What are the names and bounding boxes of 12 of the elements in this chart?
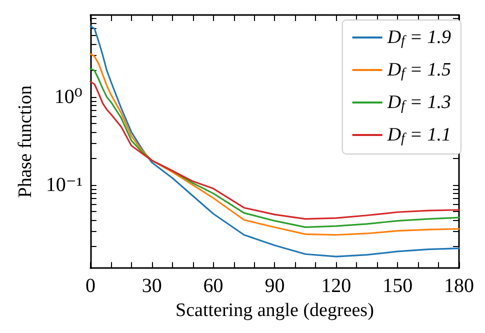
x-tick-label: 180 bbox=[444, 275, 474, 298]
line-series bbox=[90, 25, 460, 258]
x-tick-label: 60 bbox=[203, 275, 224, 298]
x-axis-title: Scattering angle (degrees) bbox=[176, 300, 374, 321]
y-tick-label: 10⁻¹ bbox=[46, 174, 82, 196]
x-tick-label: 30 bbox=[142, 275, 162, 298]
x-tick-label: 90 bbox=[264, 275, 285, 298]
x-tick-label: 150 bbox=[382, 275, 413, 298]
y-axis-title: Phase function bbox=[15, 84, 36, 198]
x-tick-label: 0 bbox=[85, 275, 96, 298]
y-tick-label: 10⁰ bbox=[54, 86, 82, 108]
x-tick-label: 120 bbox=[321, 275, 352, 298]
